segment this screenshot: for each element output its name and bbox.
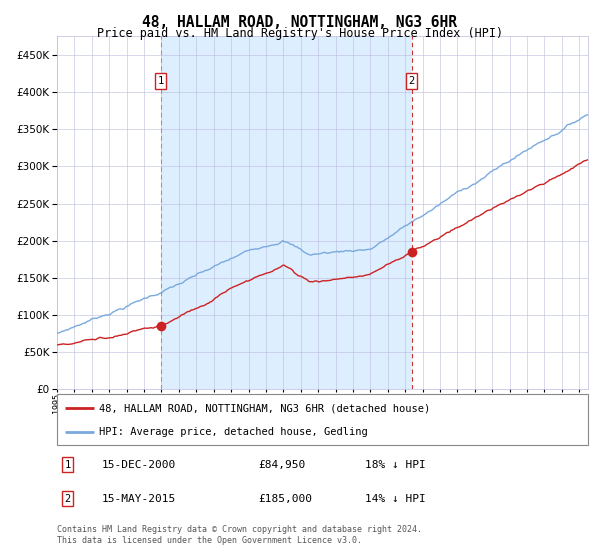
Text: 1: 1 — [64, 460, 71, 470]
Text: 1: 1 — [158, 76, 164, 86]
Text: Price paid vs. HM Land Registry's House Price Index (HPI): Price paid vs. HM Land Registry's House … — [97, 27, 503, 40]
Text: 2: 2 — [64, 494, 71, 504]
Text: 48, HALLAM ROAD, NOTTINGHAM, NG3 6HR: 48, HALLAM ROAD, NOTTINGHAM, NG3 6HR — [143, 15, 458, 30]
Text: HPI: Average price, detached house, Gedling: HPI: Average price, detached house, Gedl… — [100, 427, 368, 437]
Text: 18% ↓ HPI: 18% ↓ HPI — [365, 460, 426, 470]
Text: 15-MAY-2015: 15-MAY-2015 — [102, 494, 176, 504]
Text: 2: 2 — [409, 76, 415, 86]
FancyBboxPatch shape — [57, 394, 588, 445]
Text: £84,950: £84,950 — [259, 460, 306, 470]
Bar — [161, 36, 412, 389]
Text: 15-DEC-2000: 15-DEC-2000 — [102, 460, 176, 470]
Text: 14% ↓ HPI: 14% ↓ HPI — [365, 494, 426, 504]
Text: 48, HALLAM ROAD, NOTTINGHAM, NG3 6HR (detached house): 48, HALLAM ROAD, NOTTINGHAM, NG3 6HR (de… — [100, 403, 431, 413]
Text: Contains HM Land Registry data © Crown copyright and database right 2024.
This d: Contains HM Land Registry data © Crown c… — [57, 525, 422, 545]
Text: £185,000: £185,000 — [259, 494, 313, 504]
